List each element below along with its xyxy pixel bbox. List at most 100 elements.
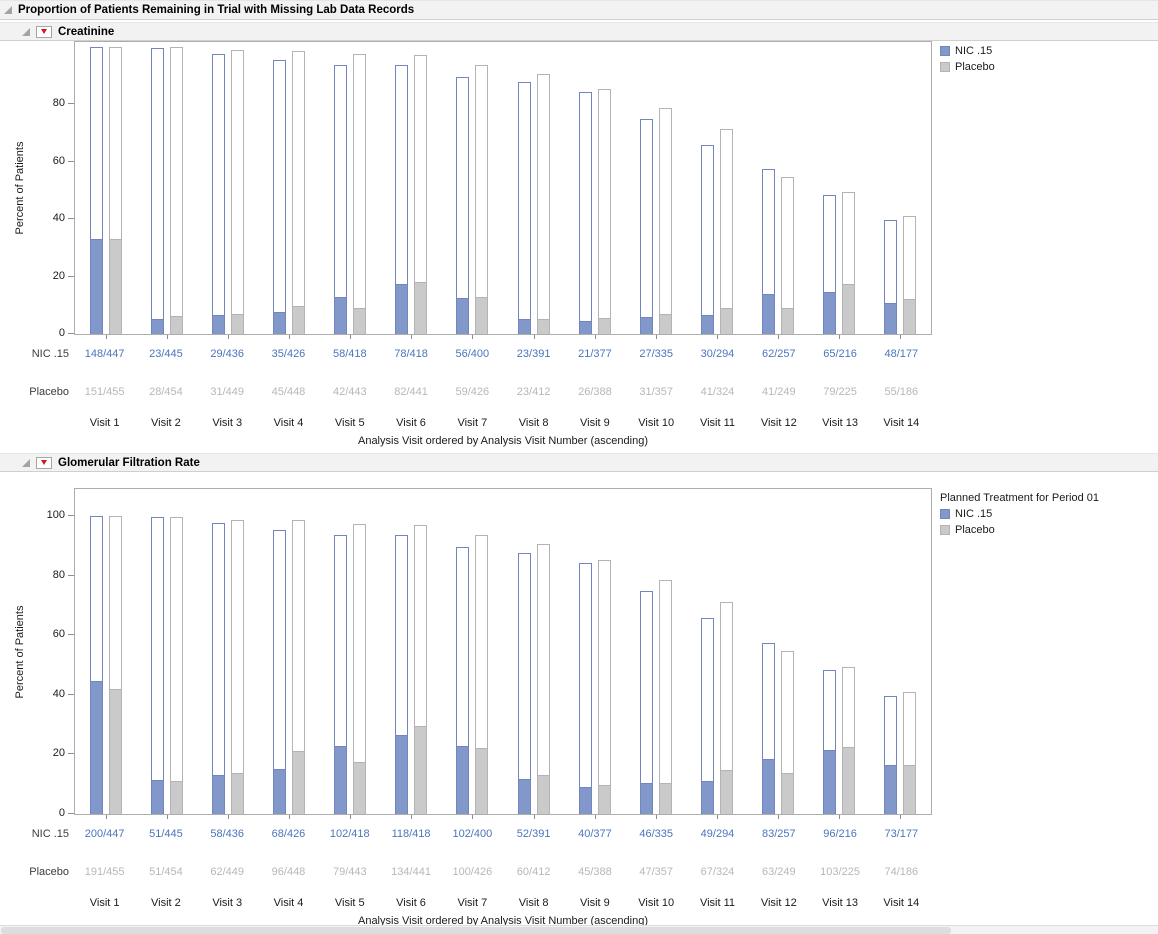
horizontal-scrollbar[interactable] (0, 925, 1158, 934)
bar-placebo-remaining[interactable] (720, 129, 733, 334)
bar-nic-missing[interactable] (639, 783, 653, 814)
bar-nic-missing[interactable] (395, 283, 409, 334)
bar-nic-remaining[interactable] (701, 144, 714, 334)
bar-nic-missing[interactable] (884, 303, 898, 334)
bar-placebo-remaining[interactable] (414, 55, 428, 334)
bar-nic-remaining[interactable] (150, 517, 164, 814)
bar-nic-missing[interactable] (150, 780, 164, 814)
bar-nic-remaining[interactable] (395, 65, 409, 334)
bar-placebo-missing[interactable] (597, 784, 611, 814)
bar-nic-missing[interactable] (89, 680, 103, 814)
bar-placebo-remaining[interactable] (536, 73, 550, 334)
bar-nic-remaining[interactable] (578, 91, 592, 334)
bar-placebo-missing[interactable] (475, 748, 489, 814)
bar-placebo-remaining[interactable] (353, 523, 367, 814)
bar-nic-missing[interactable] (578, 787, 592, 814)
bar-nic-missing[interactable] (884, 765, 898, 814)
bar-nic-remaining[interactable] (150, 47, 164, 334)
bar-placebo-missing[interactable] (292, 305, 305, 334)
bar-nic-remaining[interactable] (456, 76, 470, 334)
bar-placebo-missing[interactable] (781, 772, 795, 814)
bar-nic-remaining[interactable] (334, 535, 348, 814)
scrollbar-thumb[interactable] (1, 927, 951, 934)
bar-nic-missing[interactable] (517, 779, 531, 814)
bar-placebo-remaining[interactable] (536, 544, 550, 814)
plot-area[interactable] (74, 41, 932, 339)
bar-placebo-missing[interactable] (169, 780, 183, 814)
bar-nic-missing[interactable] (334, 746, 348, 814)
bar-nic-missing[interactable] (273, 311, 286, 334)
outline-root-header[interactable]: Proportion of Patients Remaining in Tria… (0, 0, 1158, 20)
bar-placebo-remaining[interactable] (169, 47, 183, 334)
bar-placebo-missing[interactable] (108, 688, 122, 814)
bar-nic-missing[interactable] (823, 292, 837, 334)
bar-placebo-missing[interactable] (597, 317, 611, 334)
bar-nic-missing[interactable] (456, 746, 470, 814)
y-axis[interactable]: 0 20 40 60 80 100 (32, 488, 74, 819)
bar-nic-missing[interactable] (823, 749, 837, 814)
legend-entry-nic[interactable]: NIC .15 (940, 508, 1099, 520)
y-axis[interactable]: 0 20 40 60 80 (32, 41, 74, 339)
bar-placebo-missing[interactable] (536, 319, 550, 334)
bar-nic-remaining[interactable] (334, 65, 348, 334)
bar-placebo-remaining[interactable] (475, 64, 489, 334)
bar-nic-missing[interactable] (762, 294, 776, 334)
bar-placebo-missing[interactable] (353, 762, 367, 814)
bar-nic-missing[interactable] (578, 320, 592, 334)
bar-placebo-missing[interactable] (903, 765, 917, 814)
panel-header-gfr[interactable]: Glomerular Filtration Rate (0, 453, 1158, 472)
bar-placebo-missing[interactable] (903, 299, 917, 334)
bar-nic-missing[interactable] (456, 298, 470, 334)
legend-entry-placebo[interactable]: Placebo (940, 61, 995, 73)
bar-placebo-missing[interactable] (230, 314, 244, 334)
bar-nic-remaining[interactable] (211, 53, 225, 334)
plot-area[interactable] (74, 488, 932, 819)
bar-placebo-missing[interactable] (720, 770, 733, 814)
disclosure-triangle-icon[interactable] (22, 458, 30, 467)
bar-placebo-missing[interactable] (292, 751, 305, 814)
bar-nic-remaining[interactable] (273, 60, 286, 334)
red-triangle-menu-button[interactable] (36, 25, 52, 38)
red-triangle-menu-button[interactable] (36, 456, 52, 469)
bar-placebo-missing[interactable] (842, 283, 856, 334)
bar-nic-missing[interactable] (211, 315, 225, 334)
bar-nic-remaining[interactable] (273, 530, 286, 814)
bar-placebo-remaining[interactable] (781, 176, 795, 334)
bar-placebo-remaining[interactable] (658, 580, 672, 814)
bar-nic-missing[interactable] (150, 319, 164, 334)
bar-placebo-remaining[interactable] (658, 108, 672, 334)
bar-nic-remaining[interactable] (701, 617, 714, 814)
bar-placebo-missing[interactable] (230, 773, 244, 814)
bar-nic-remaining[interactable] (517, 553, 531, 814)
bar-nic-remaining[interactable] (762, 168, 776, 334)
bar-nic-remaining[interactable] (578, 562, 592, 814)
bar-placebo-remaining[interactable] (597, 88, 611, 334)
bar-placebo-missing[interactable] (842, 746, 856, 814)
bar-nic-remaining[interactable] (517, 82, 531, 334)
disclosure-triangle-icon[interactable] (4, 6, 12, 14)
bar-placebo-remaining[interactable] (230, 50, 244, 334)
bar-placebo-remaining[interactable] (292, 520, 305, 814)
bar-placebo-remaining[interactable] (169, 516, 183, 814)
bar-nic-missing[interactable] (273, 768, 286, 814)
bar-placebo-missing[interactable] (475, 296, 489, 334)
bar-placebo-missing[interactable] (720, 308, 733, 334)
bar-nic-missing[interactable] (89, 238, 103, 334)
bar-placebo-missing[interactable] (414, 282, 428, 334)
bar-nic-missing[interactable] (701, 781, 714, 814)
bar-nic-remaining[interactable] (639, 590, 653, 814)
legend-entry-placebo[interactable]: Placebo (940, 524, 1099, 536)
bar-placebo-remaining[interactable] (353, 53, 367, 334)
bar-nic-missing[interactable] (639, 316, 653, 334)
bar-placebo-missing[interactable] (169, 316, 183, 334)
bar-placebo-missing[interactable] (353, 307, 367, 334)
bar-placebo-missing[interactable] (781, 308, 795, 334)
bar-nic-missing[interactable] (395, 735, 409, 814)
bar-placebo-missing[interactable] (658, 783, 672, 814)
bar-nic-missing[interactable] (762, 758, 776, 814)
bar-placebo-remaining[interactable] (720, 601, 733, 814)
bar-nic-missing[interactable] (701, 314, 714, 334)
bar-placebo-missing[interactable] (108, 238, 122, 334)
bar-placebo-remaining[interactable] (597, 559, 611, 814)
bar-placebo-missing[interactable] (658, 314, 672, 334)
